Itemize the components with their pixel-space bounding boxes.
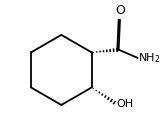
- Text: OH: OH: [117, 99, 134, 109]
- Text: NH$_2$: NH$_2$: [138, 51, 161, 65]
- Text: O: O: [115, 4, 125, 17]
